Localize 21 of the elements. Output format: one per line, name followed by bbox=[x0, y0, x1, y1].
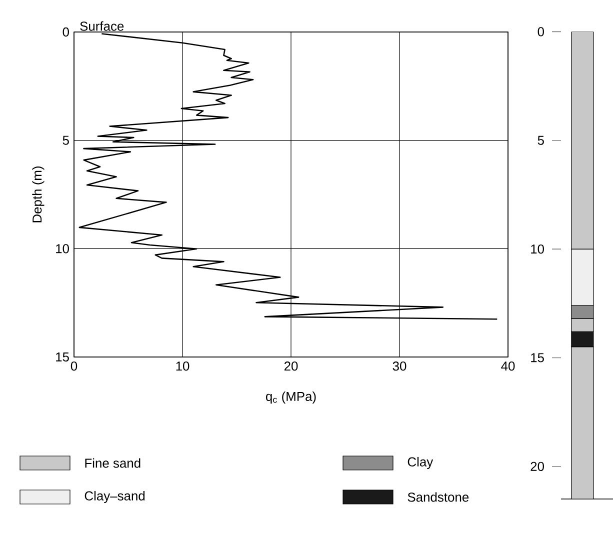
legend-label: Clay bbox=[408, 456, 434, 470]
y-tick-label: 15 bbox=[531, 353, 544, 362]
x-tick-label: 30 bbox=[392, 362, 406, 371]
y-tick-label: 20 bbox=[530, 462, 544, 471]
y-tick-label: 10 bbox=[531, 244, 544, 254]
legend-label: Fine sand bbox=[85, 458, 140, 468]
y-tick-label: 10 bbox=[56, 244, 69, 254]
y-tick-label: 5 bbox=[62, 136, 69, 145]
y-tick-label: 0 bbox=[62, 27, 69, 37]
y-axis-title: Depth (m) bbox=[32, 166, 44, 222]
x-axis-title: q$_{c}$ (MPa) bbox=[266, 392, 316, 404]
legend-label: Sandstone bbox=[408, 492, 469, 502]
y-tick-label: 15 bbox=[56, 352, 69, 362]
y-tick-label: 5 bbox=[538, 136, 544, 145]
y-tick-label: 0 bbox=[538, 27, 544, 36]
legend-label: Clay–sand bbox=[84, 490, 145, 504]
x-tick-label: 0 bbox=[70, 362, 78, 371]
x-tick-label: 20 bbox=[284, 362, 298, 371]
x-tick-label: 40 bbox=[501, 362, 515, 371]
text: Surface bbox=[80, 21, 124, 31]
x-tick-label: 10 bbox=[176, 362, 190, 371]
